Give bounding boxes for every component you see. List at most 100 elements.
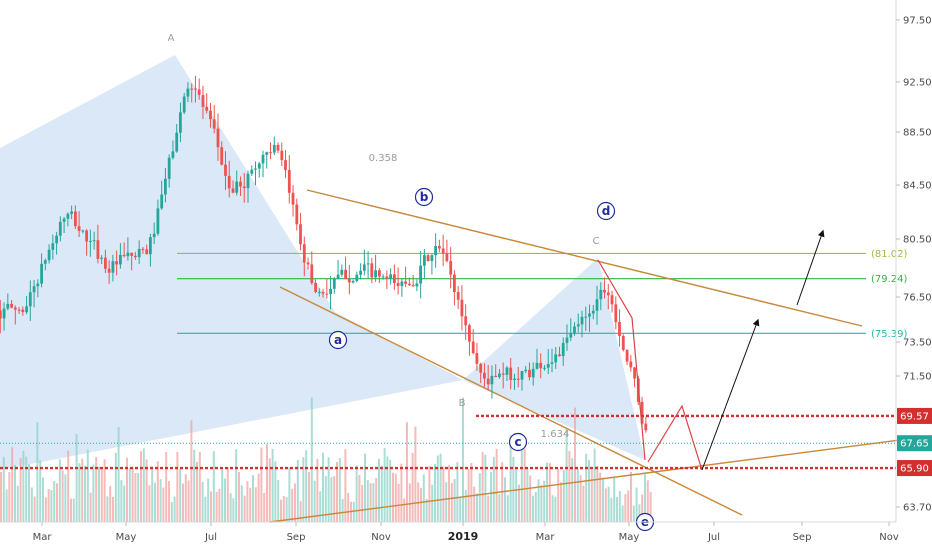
volume-bar — [126, 457, 128, 522]
volume-bar — [537, 479, 540, 522]
volume-bar — [137, 473, 140, 522]
candle-body — [415, 283, 419, 287]
volume-bar — [28, 464, 30, 522]
volume-bar — [347, 493, 350, 522]
x-tick-label: May — [116, 532, 137, 543]
y-tick-label: 76.50 — [903, 293, 932, 304]
candle-body — [370, 263, 374, 278]
volume-bar — [512, 456, 515, 522]
candle-body — [336, 274, 340, 279]
wave-label: b — [420, 190, 429, 204]
candle-body — [2, 308, 6, 319]
volume-bar — [613, 477, 616, 522]
wave-label-circle — [596, 201, 616, 221]
x-tick-label: Nov — [879, 532, 899, 543]
volume-bar — [579, 475, 582, 522]
candle-body — [404, 281, 407, 284]
harmonic-xab-shape — [0, 55, 463, 470]
candle-body — [77, 226, 81, 231]
volume-bar — [89, 492, 92, 522]
candle-body — [381, 276, 385, 278]
x-tick-label: Jul — [204, 532, 217, 543]
volume-bar — [627, 490, 630, 522]
candle-body — [265, 152, 269, 155]
volume-bar — [308, 471, 310, 522]
candle-body — [104, 257, 107, 269]
volume-bar — [532, 495, 534, 522]
candle-body — [212, 119, 216, 129]
candle-body — [74, 211, 77, 227]
candle-body — [21, 309, 25, 313]
candle-body — [47, 249, 51, 261]
candle-body — [137, 248, 141, 258]
candle-body — [644, 423, 648, 431]
x-tick-label: Nov — [371, 532, 391, 543]
volume-bar — [246, 481, 249, 522]
candle-body — [182, 96, 186, 113]
volume-bar — [498, 494, 501, 522]
x-tick-label: Sep — [287, 532, 306, 543]
candle-body — [584, 316, 588, 318]
volume-bar — [165, 452, 168, 522]
volume-bar — [358, 474, 361, 522]
volume-bar — [520, 447, 523, 522]
volume-bar — [646, 480, 649, 522]
price-badge-label: 67.65 — [900, 439, 929, 450]
y-tick-label: 80.50 — [903, 235, 932, 246]
price-badge-label: 69.57 — [900, 411, 929, 422]
volume-bar — [98, 466, 100, 522]
volume-bar — [260, 447, 263, 522]
volume-bar — [431, 484, 434, 522]
candle-body — [280, 150, 284, 161]
volume-bar — [428, 466, 431, 522]
candle-body — [291, 192, 295, 205]
volume-bar — [25, 456, 28, 522]
candle-body — [321, 291, 325, 294]
candle-body — [209, 110, 212, 120]
candle-body — [618, 322, 621, 336]
price-badge — [897, 407, 932, 424]
candle-body — [524, 369, 528, 372]
volume-bar — [593, 448, 596, 522]
candle-body — [419, 265, 422, 284]
pattern-point-label: B — [459, 398, 466, 409]
volume-bar — [576, 469, 579, 522]
price-badge-label: 65.90 — [900, 464, 929, 475]
volume-bars — [0, 397, 652, 522]
candle-body — [633, 367, 636, 379]
candle-body — [426, 255, 430, 262]
y-tick-label: 84.50 — [903, 181, 932, 192]
volume-bar — [22, 450, 25, 522]
target-arrow-1 — [701, 318, 760, 471]
volume-bar — [436, 455, 439, 522]
candle-body — [483, 372, 486, 379]
volume-bar — [400, 463, 403, 522]
volume-bar — [162, 487, 165, 522]
y-tick-label: 92.50 — [903, 78, 932, 89]
x-tick-label: Jul — [707, 532, 720, 543]
volume-bar — [240, 485, 243, 522]
candle-body — [295, 204, 299, 225]
candle-body — [58, 221, 62, 236]
candle-body — [156, 208, 160, 234]
candle-body — [595, 299, 599, 311]
volume-bar — [403, 498, 406, 522]
volume-bar — [2, 456, 5, 522]
volume-bar — [257, 473, 260, 522]
candle-body — [190, 88, 194, 90]
volume-bar — [599, 472, 602, 522]
volume-bar — [644, 474, 646, 522]
candle-body — [430, 255, 434, 262]
volume-bar — [515, 467, 518, 522]
volume-bar — [397, 483, 400, 522]
candle-body — [543, 367, 546, 369]
candle-body — [89, 240, 92, 242]
candle-body — [126, 252, 130, 257]
volume-bar — [529, 475, 532, 522]
volume-bar — [198, 451, 201, 522]
volume-bar — [173, 496, 176, 522]
wave-label: c — [514, 435, 521, 449]
volume-bar — [610, 497, 613, 522]
candle-body — [235, 181, 239, 193]
